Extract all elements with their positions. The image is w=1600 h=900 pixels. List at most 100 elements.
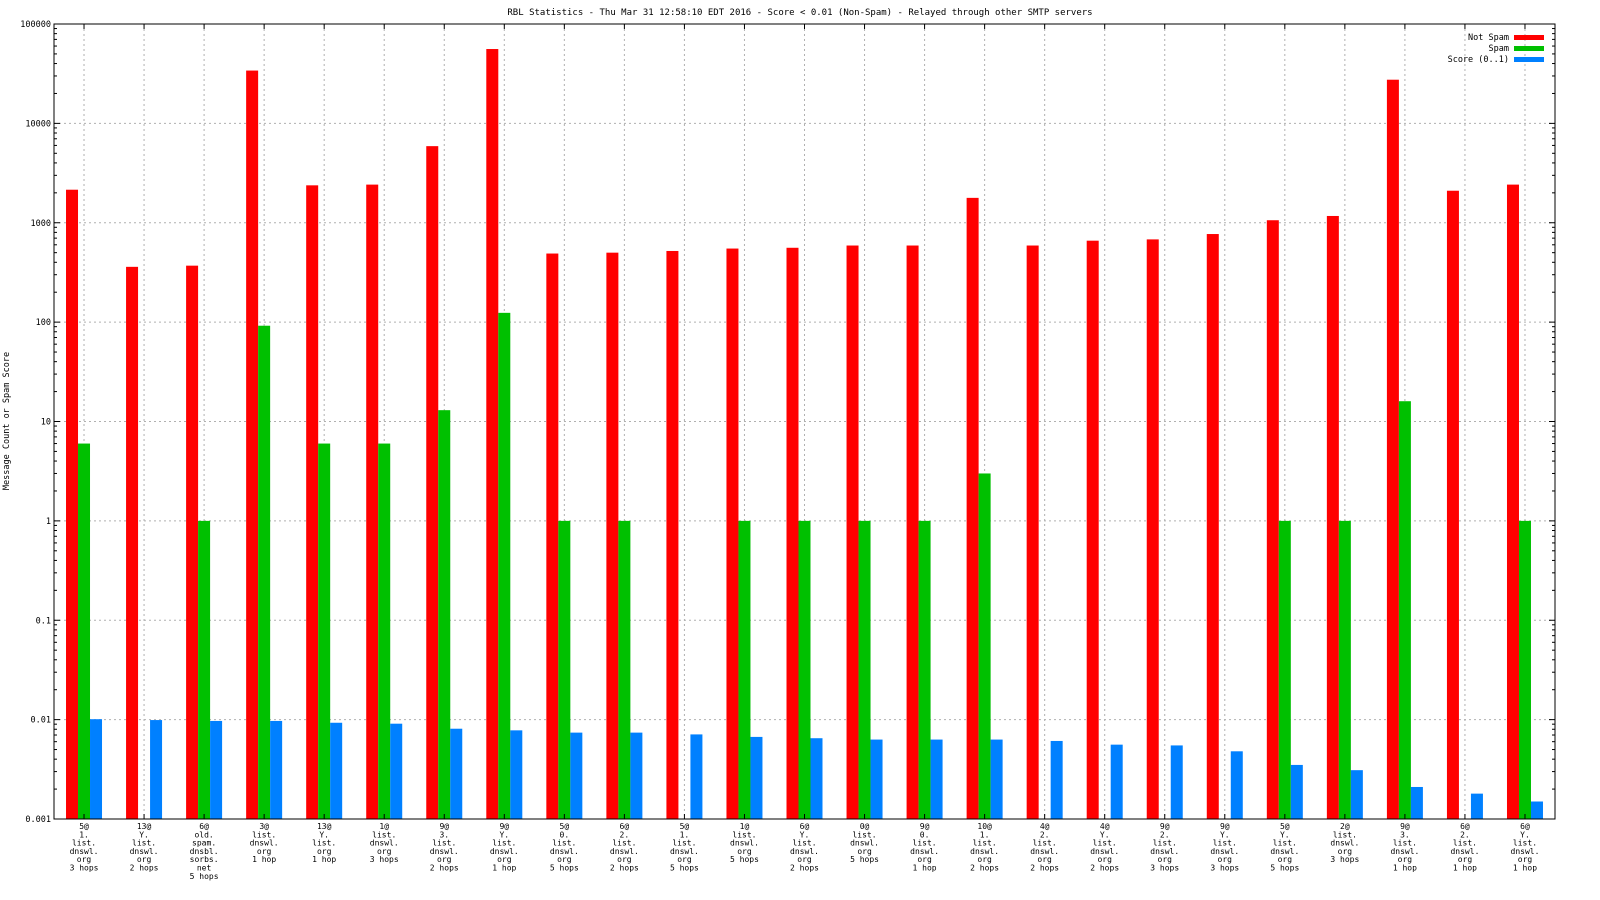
bar-score-0-1 [270,720,283,819]
y-tick-label: 100000 [20,20,51,30]
bar-score-0-1 [330,722,343,819]
bar-score-0-1 [810,738,823,819]
x-category-label: 4@ Y. list. dnswl. org 2 hops [1090,822,1119,873]
x-category-label: 9@ 3. list. dnswl. org 2 hops [430,822,459,873]
bar-not-spam [1506,184,1519,820]
bar-not-spam [426,146,439,819]
bar-spam [1398,401,1411,819]
x-category-label: 6@ 2. list. dnswl. org 1 hop [1450,822,1479,873]
bar-score-0-1 [750,736,763,819]
x-category-label: 3@ list. dnswl. org 1 hop [250,822,279,864]
x-category-label: 0@ list. dnswl. org 5 hops [850,822,879,864]
bar-not-spam [846,245,859,819]
x-category-label: 9@ 3. list. dnswl. org 1 hop [1390,822,1419,873]
bar-score-0-1 [450,728,463,819]
bar-score-0-1 [390,723,403,819]
legend-swatch [1514,35,1544,40]
bar-score-0-1 [1350,770,1363,819]
bar-not-spam [486,49,499,820]
bar-not-spam [666,250,679,819]
x-category-label: 1@ list. dnswl. org 5 hops [730,822,759,864]
bar-not-spam [1266,220,1279,819]
bar-score-0-1 [1050,740,1063,819]
bar-score-0-1 [570,732,583,819]
legend-label: Not Spam [1468,33,1509,43]
bar-score-0-1 [1470,793,1483,819]
bar-spam [738,520,751,819]
bar-spam [318,443,331,819]
y-tick-label: 0.001 [25,815,51,825]
x-category-label: 1@ list. dnswl. org 3 hops [370,822,399,864]
bar-spam [798,520,811,819]
y-tick-label: 100 [36,318,51,328]
x-category-label: 5@ 0. list. dnswl. org 5 hops [550,822,579,873]
y-axis-label: Message Count or Spam Score [2,352,12,490]
x-axis-category-labels: 5@ 1. list. dnswl. org 3 hops 13@ Y. list. dnswl.… [70,822,1540,881]
bar-not-spam [186,265,199,820]
bar-score-0-1 [510,730,523,819]
x-category-label: 6@ Y. list. dnswl. org 2 hops [790,822,819,873]
bar-not-spam [1026,245,1039,819]
x-category-label: 9@ Y. list. dnswl. org 1 hop [490,822,519,873]
bar-not-spam [1206,234,1219,820]
y-tick-label: 0.01 [31,716,51,726]
bar-not-spam [66,189,79,819]
bar-spam [498,312,511,819]
bar-score-0-1 [930,739,943,819]
bar-spam [258,325,271,819]
x-category-label: 5@ 1. list. dnswl. org 5 hops [670,822,699,873]
bar-spam [1338,520,1351,819]
plot-frame [53,23,1556,820]
bar-score-0-1 [150,720,163,819]
bar-spam [1518,520,1531,819]
y-tick-label: 0.1 [36,616,51,626]
x-category-label: 9@ Y. list. dnswl. org 3 hops [1210,822,1239,873]
bar-not-spam [1326,215,1339,820]
bar-not-spam [726,248,739,819]
x-category-label: 6@ Y. list. dnswl. org 1 hop [1511,822,1540,873]
x-category-label: 4@ 2. list. dnswl. org 2 hops [1030,822,1059,873]
bar-score-0-1 [1530,801,1543,819]
bar-not-spam [606,252,619,819]
bar-spam [918,520,931,819]
bar-score-0-1 [90,719,103,819]
chart-title: RBL Statistics - Thu Mar 31 12:58:10 EDT… [507,8,1092,18]
legend-swatch [1514,57,1544,62]
legend-swatch [1514,46,1544,51]
bar-spam [618,520,631,819]
bar-spam [438,410,451,819]
bar-not-spam [126,266,139,820]
x-category-label: 6@ 2. list. dnswl. org 2 hops [610,822,639,873]
bar-score-0-1 [990,739,1003,819]
bar-not-spam [1086,240,1099,820]
bar-not-spam [546,253,559,820]
bar-score-0-1 [870,739,883,819]
bar-not-spam [1446,190,1459,819]
bar-spam [558,520,571,819]
bar-marks [66,49,1543,820]
bar-not-spam [966,197,979,820]
bar-spam [858,520,871,819]
bar-spam [1278,520,1291,819]
bar-spam [378,443,391,819]
legend-label: Spam [1489,44,1509,54]
x-category-label: 13@ Y. list. dnswl. org 2 hops [130,822,159,873]
bar-not-spam [246,70,259,820]
bar-score-0-1 [1110,744,1123,819]
legend-label: Score (0..1) [1448,55,1509,65]
bar-score-0-1 [1170,745,1183,819]
bar-spam [978,473,991,819]
bar-not-spam [906,245,919,819]
x-category-label: 2@ list. dnswl. org 3 hops [1330,822,1359,864]
x-category-label: 9@ 2. list. dnswl. org 3 hops [1150,822,1179,873]
bar-not-spam [366,184,379,820]
bar-score-0-1 [1290,764,1303,819]
x-category-label: 6@ old. spam. dnsbl. sorbs. net 5 hops [190,822,219,881]
bar-not-spam [1146,239,1159,820]
x-category-label: 13@ Y. list. org 1 hop [312,822,336,864]
bar-spam [198,520,211,819]
bar-score-0-1 [210,720,223,819]
y-tick-label: 10 [41,418,51,428]
